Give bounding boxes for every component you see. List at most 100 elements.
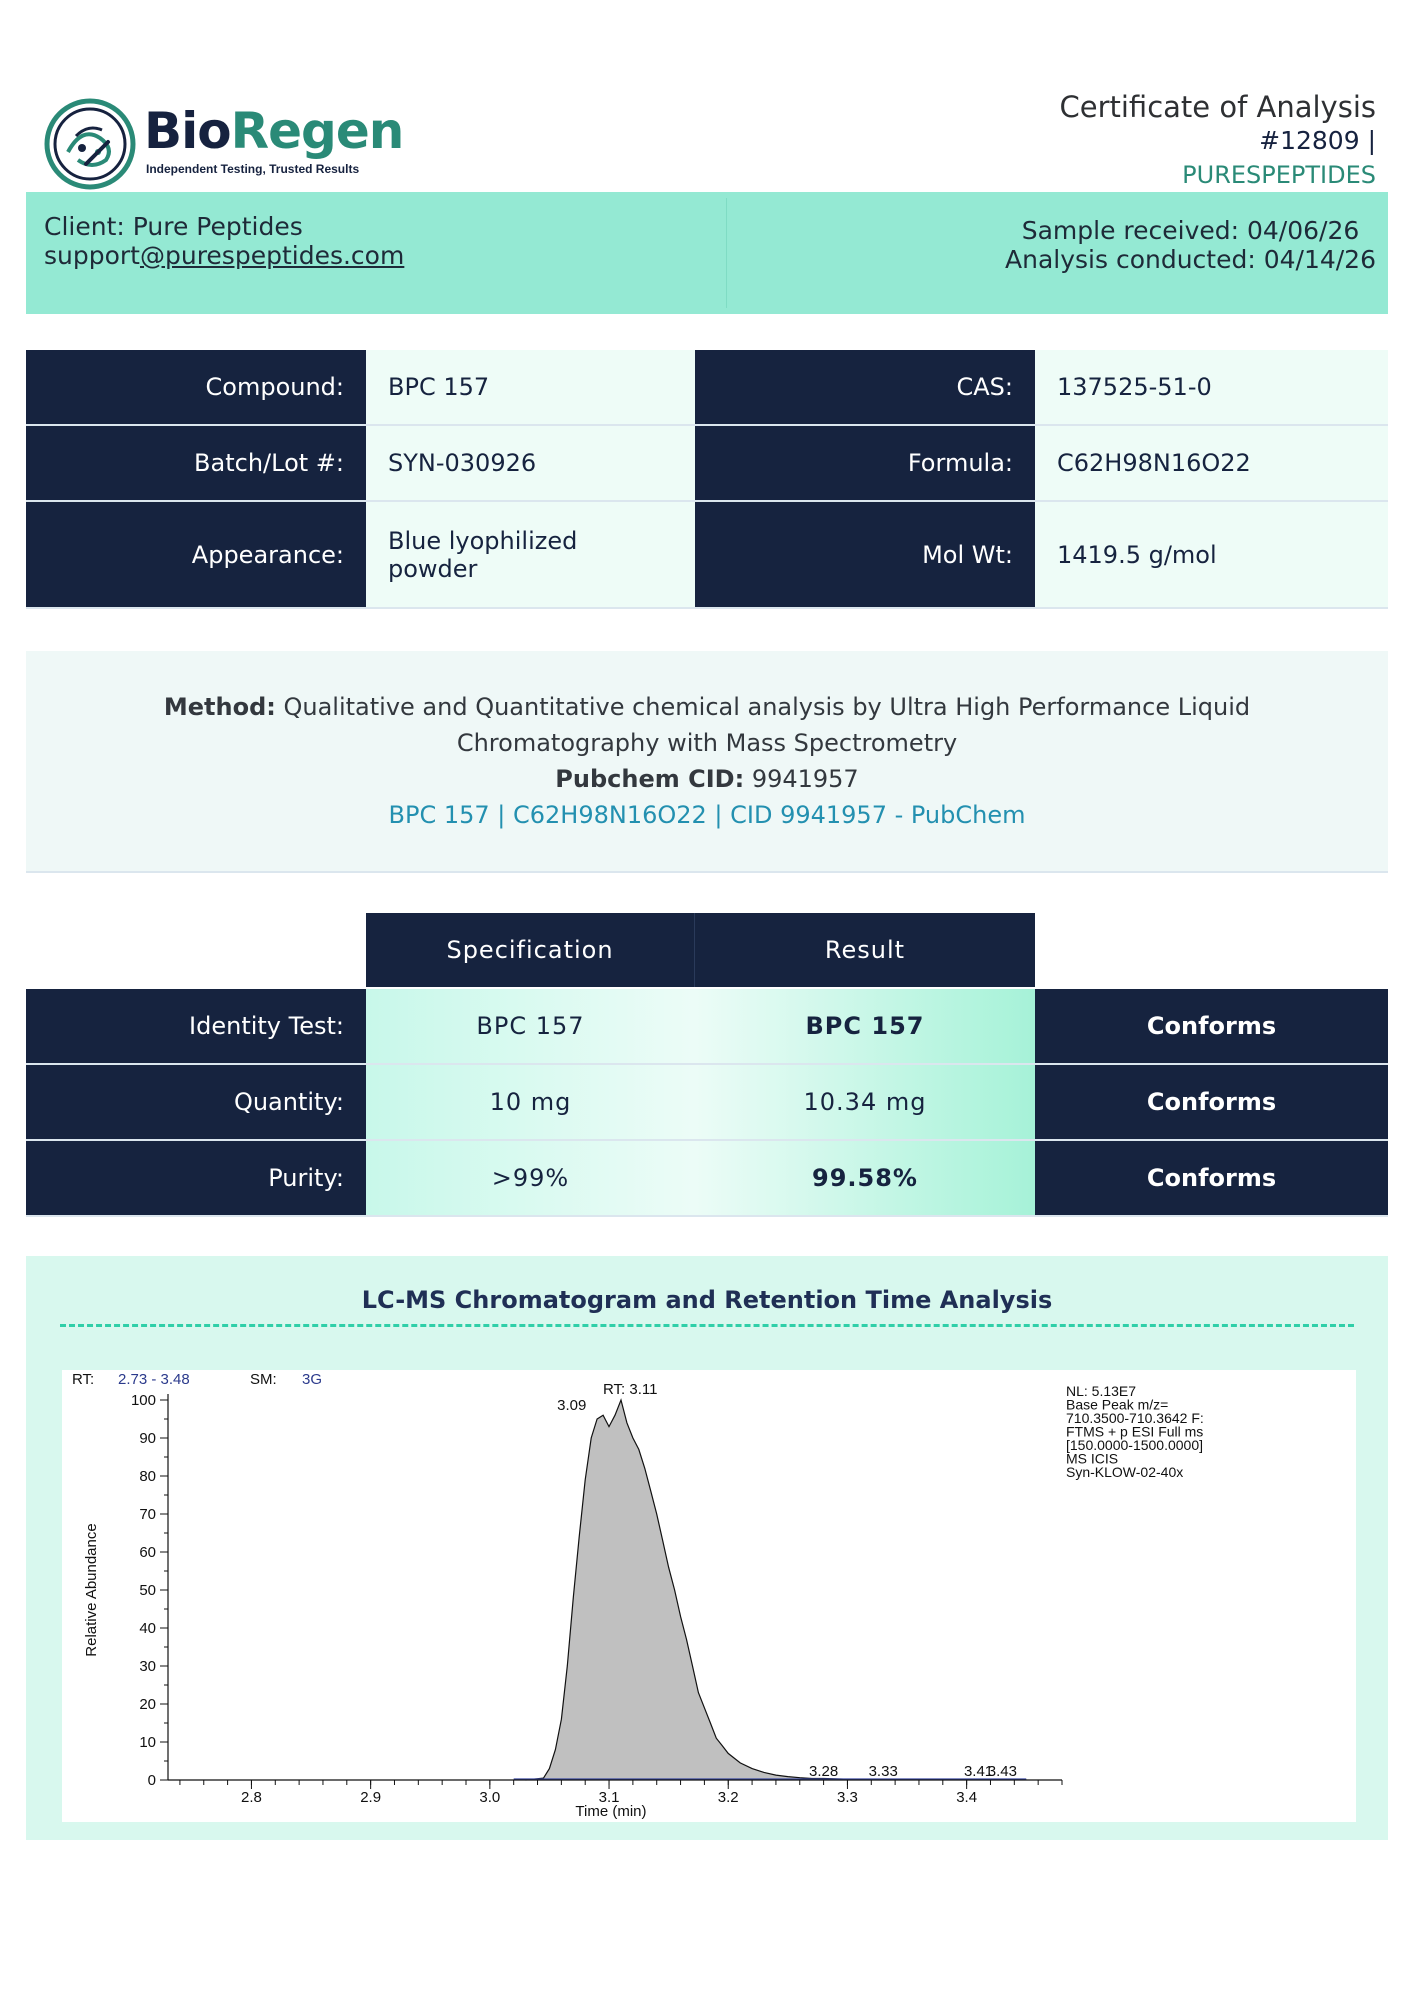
x-tick-label: 2.9 (360, 1789, 381, 1806)
chromatogram-trace-line (525, 1398, 1027, 1781)
x-tick-label: 3.1 (599, 1789, 620, 1806)
y-tick-label: 0 (148, 1772, 156, 1789)
chromatogram-section: LC-MS Chromatogram and Retention Time An… (26, 1256, 1388, 1840)
purity-status: Conforms (1035, 1141, 1388, 1215)
batch-value: SYN-030926 (366, 426, 695, 500)
y-tick-label: 20 (139, 1696, 156, 1713)
quantity-status: Conforms (1035, 1065, 1388, 1139)
rt-label: RT: (72, 1371, 94, 1388)
x-axis-label: Time (min) (575, 1803, 646, 1820)
small-peak-label: 3.43 (988, 1763, 1017, 1780)
client-email-user: support (44, 241, 140, 270)
quantity-result: 10.34 mg (695, 1065, 1035, 1139)
info-line: FTMS + p ESI Full ms (1066, 1424, 1203, 1440)
appearance-value-line-1: Blue lyophilized (388, 526, 578, 555)
logo-tagline: Independent Testing, Trusted Results (146, 162, 360, 176)
rt-range: 2.73 - 3.48 (118, 1371, 190, 1388)
x-tick-label: 2.8 (241, 1789, 262, 1806)
chromatogram-peak-area (525, 1400, 1027, 1780)
y-tick-label: 70 (139, 1506, 156, 1523)
chromatogram-divider (60, 1324, 1354, 1327)
sm-value: 3G (302, 1371, 322, 1388)
appearance-label: Appearance: (26, 502, 366, 607)
analysis-conducted: Analysis conducted: 04/14/26 (1005, 245, 1376, 274)
method-description-2: Chromatography with Mass Spectrometry (456, 729, 958, 757)
result-header: Result (695, 913, 1035, 987)
pubchem-label: Pubchem CID: (555, 765, 745, 793)
row-divider (26, 500, 1388, 502)
client-bar-divider (726, 198, 727, 308)
small-peak-label: 3.33 (869, 1763, 898, 1780)
row-divider (26, 1139, 1388, 1141)
y-tick-label: 30 (139, 1658, 156, 1675)
compound-label: Compound: (26, 350, 366, 424)
chromatogram-title: LC-MS Chromatogram and Retention Time An… (361, 1286, 1053, 1314)
appearance-value-line-2: powder (388, 554, 478, 583)
method-description-1: Qualitative and Quantitative chemical an… (283, 693, 1251, 721)
certificate-title: Certificate of Analysis (1059, 90, 1376, 124)
quantity-spec: 10 mg (366, 1065, 695, 1139)
y-tick-label: 50 (139, 1582, 156, 1599)
y-axis-ticks: 0 10 20 30 40 50 60 70 80 90 100 (131, 1392, 168, 1789)
client-name: Client: Pure Peptides (44, 212, 303, 241)
certificate-client: PURESPEPTIDES (1182, 161, 1376, 189)
small-peak-label: 3.41 (964, 1763, 993, 1780)
info-line: MS ICIS (1066, 1451, 1118, 1467)
info-line: 710.3500-710.3642 F: (1066, 1410, 1204, 1426)
specification-header: Specification (366, 913, 695, 987)
certificate-number: #12809 | (1259, 126, 1376, 155)
x-tick-label: 3.4 (956, 1789, 977, 1806)
formula-value: C62H98N16O22 (1035, 426, 1388, 500)
identity-result: BPC 157 (695, 989, 1035, 1063)
row-divider (26, 1215, 1388, 1217)
x-tick-label: 3.0 (479, 1789, 500, 1806)
client-bar: Client: Pure Peptides support@purespepti… (26, 192, 1388, 314)
batch-label: Batch/Lot #: (26, 426, 366, 500)
method-label: Method: (163, 693, 276, 721)
biorgen-emblem-icon (44, 98, 136, 190)
info-line: Syn-KLOW-02-40x (1066, 1464, 1183, 1480)
biorgen-logo: BioRegen Independent Testing, Trusted Re… (42, 96, 405, 192)
identity-label: Identity Test: (26, 989, 366, 1063)
client-info: Client: Pure Peptides support@purespepti… (44, 212, 404, 270)
certificate-header: Certificate of Analysis #12809 | PURESPE… (1059, 90, 1376, 192)
molwt-label: Mol Wt: (695, 502, 1035, 607)
peak-rt-label: RT: 3.11 (603, 1381, 657, 1398)
pubchem-cid: 9941957 (751, 765, 859, 793)
results-table: Specification Result Identity Test: BPC … (26, 913, 1388, 1217)
purity-result: 99.58% (695, 1141, 1035, 1215)
x-tick-label: 3.2 (718, 1789, 739, 1806)
identity-spec: BPC 157 (366, 989, 695, 1063)
logo-bio-text: Bio (144, 102, 232, 160)
row-divider (26, 1063, 1388, 1065)
y-tick-label: 90 (139, 1430, 156, 1447)
sample-received: Sample received: 04/06/26 (1021, 216, 1360, 245)
compound-value: BPC 157 (366, 350, 695, 424)
info-line: NL: 5.13E7 (1066, 1383, 1136, 1399)
y-tick-label: 10 (139, 1734, 156, 1751)
purity-spec: >99% (366, 1141, 695, 1215)
chromatogram-plot: RT: 2.73 - 3.48 SM: 3G NL: 5.13E7 Base Pe… (62, 1370, 1356, 1822)
info-line: [150.0000-1500.0000] (1066, 1437, 1203, 1453)
method-text: Method: Qualitative and Quantitative che… (106, 689, 1308, 833)
formula-label: Formula: (695, 426, 1035, 500)
x-axis-ticks: 2.8 2.9 3.0 3.1 3.2 3.3 3.4 (179, 1780, 1063, 1806)
y-tick-label: 60 (139, 1544, 156, 1561)
sample-dates: Sample received: 04/06/26 Analysis condu… (1005, 216, 1376, 274)
y-tick-label: 80 (139, 1468, 156, 1485)
pubchem-link[interactable]: BPC 157 | C62H98N16O22 | CID 9941957 - P… (388, 801, 1026, 829)
small-peak-labels: 3.28 3.33 3.413.43 (809, 1763, 1017, 1780)
cas-label: CAS: (695, 350, 1035, 424)
client-email[interactable]: support@purespeptides.com (44, 241, 404, 270)
method-section: Method: Qualitative and Quantitative che… (26, 651, 1388, 873)
molwt-value: 1419.5 g/mol (1035, 502, 1388, 607)
client-email-domain[interactable]: @purespeptides.com (139, 241, 405, 270)
appearance-value: Blue lyophilized powder (366, 502, 695, 607)
y-tick-label: 40 (139, 1620, 156, 1637)
compound-info-table: Compound: BPC 157 CAS: 137525-51-0 Batch… (26, 350, 1388, 609)
sm-label: SM: (250, 1371, 277, 1388)
x-tick-label: 3.3 (837, 1789, 858, 1806)
logo-regen-text: Regen (230, 102, 405, 160)
